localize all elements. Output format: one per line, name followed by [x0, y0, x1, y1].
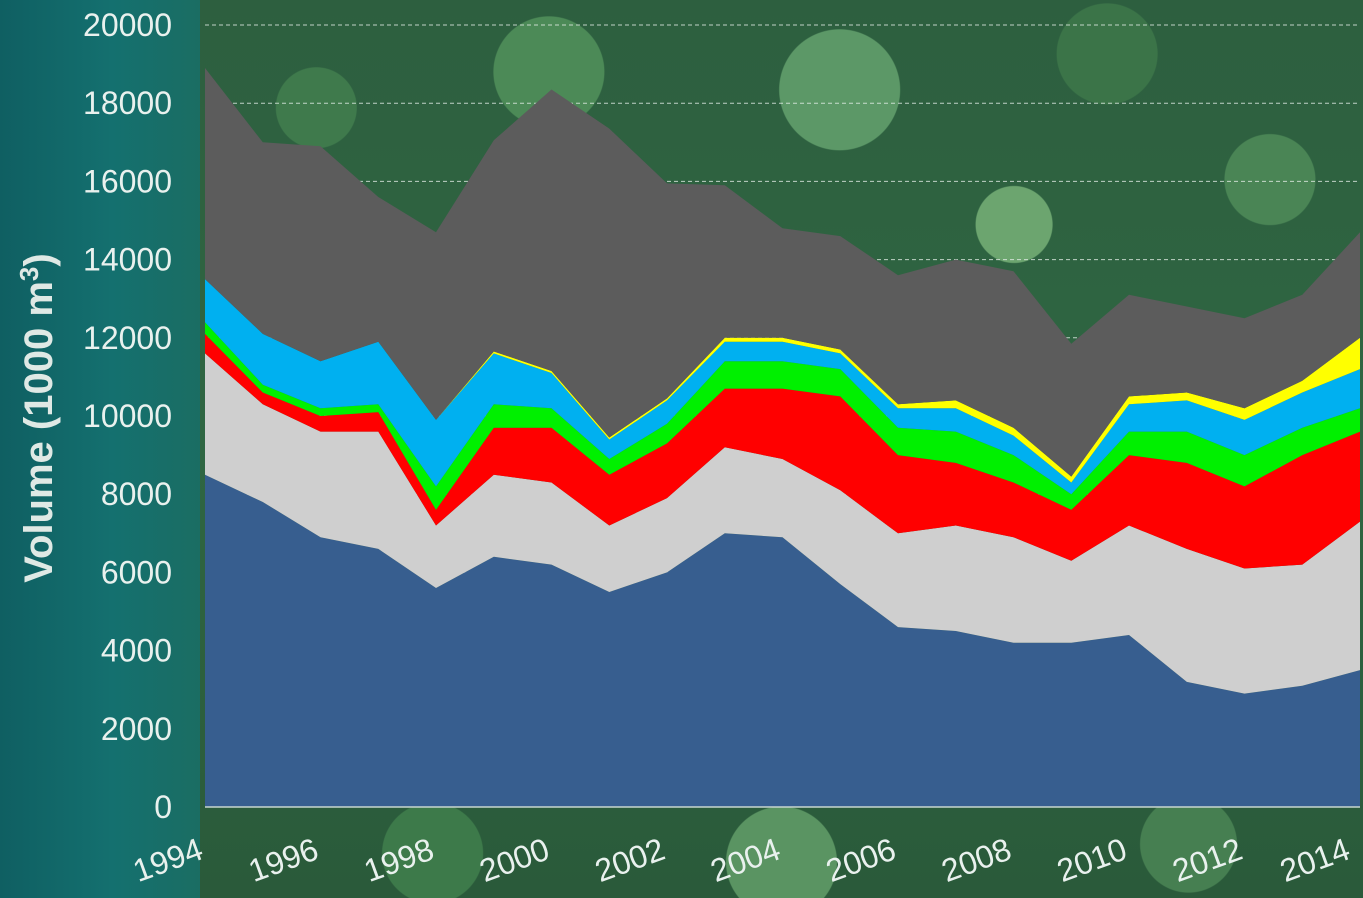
x-tick-label: 2008 [937, 831, 1016, 889]
y-axis-label: Volume (1000 m3) [14, 253, 61, 582]
y-tick-label: 8000 [101, 476, 172, 512]
x-axis-tick-labels: 1994 1996 1998 2000 2002 2004 2006 2008 2010 2012… [128, 831, 1354, 889]
y-tick-label: 14000 [83, 242, 172, 278]
x-tick-label: 1996 [244, 831, 323, 889]
y-tick-label: 6000 [101, 554, 172, 590]
y-axis-tick-labels: 0 2000 4000 6000 8000 10000 12000 14000 16000 180… [83, 7, 172, 825]
x-tick-label: 2010 [1052, 831, 1131, 889]
x-tick-label: 2006 [821, 831, 900, 889]
area-series-3 [205, 333, 1360, 569]
x-tick-label: 2002 [590, 831, 669, 889]
teal-side-panel [0, 0, 205, 898]
x-tick-label: 2000 [475, 831, 554, 889]
y-tick-label: 4000 [101, 633, 172, 669]
y-tick-label: 0 [154, 789, 172, 825]
x-tick-label: 2012 [1168, 831, 1247, 889]
stacked-areas [205, 68, 1360, 807]
x-tick-label: 1994 [128, 831, 207, 889]
area-series-7 [205, 68, 1360, 477]
y-tick-label: 2000 [101, 711, 172, 747]
x-tick-label: 1998 [359, 831, 438, 889]
x-tick-label: 2014 [1275, 831, 1354, 889]
y-tick-label: 12000 [83, 320, 172, 356]
area-series-1 [205, 474, 1360, 807]
y-tick-label: 18000 [83, 85, 172, 121]
area-series-2 [205, 353, 1360, 694]
y-tick-label: 16000 [83, 163, 172, 199]
y-tick-label: 20000 [83, 7, 172, 43]
y-tick-label: 10000 [83, 398, 172, 434]
x-tick-label: 2004 [706, 831, 785, 889]
